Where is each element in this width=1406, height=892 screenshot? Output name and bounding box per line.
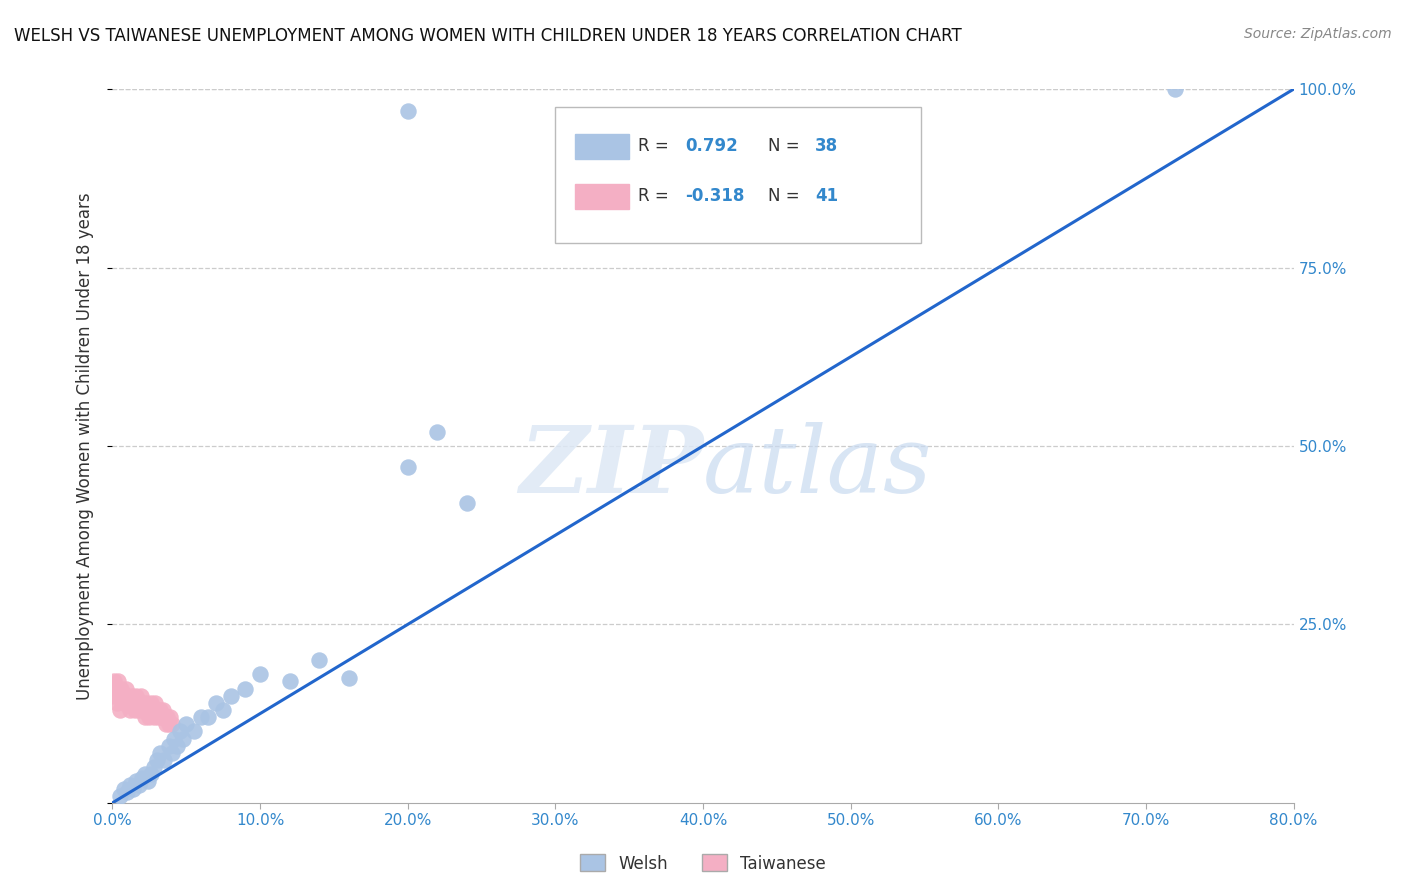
Point [153,753,176,767]
Point [134,767,156,781]
Point [166,739,188,753]
Point [117,785,138,799]
Point [183,724,205,739]
Text: 38: 38 [815,137,838,155]
FancyBboxPatch shape [575,184,630,209]
Point [157,717,180,731]
Text: ZIP: ZIP [519,423,703,512]
Point [125,774,148,789]
Text: Source: ZipAtlas.com: Source: ZipAtlas.com [1244,27,1392,41]
Point [174,717,197,731]
Point [143,696,166,710]
Point [396,460,419,475]
Point [112,781,135,796]
Point [134,710,156,724]
Point [172,731,194,746]
Point [108,789,131,803]
Point [141,703,163,717]
Point [142,710,165,724]
Point [163,731,186,746]
Point [148,710,170,724]
Point [249,667,271,681]
Point [155,717,177,731]
Point [111,689,134,703]
Point [233,681,256,696]
Point [146,703,169,717]
Point [107,674,129,689]
Point [1164,82,1187,96]
FancyBboxPatch shape [575,134,630,159]
Point [153,710,176,724]
Point [117,689,138,703]
Point [149,703,172,717]
Point [139,767,162,781]
Point [138,710,160,724]
Point [156,710,179,724]
Point [105,696,128,710]
Point [205,696,228,710]
Point [136,774,159,789]
Point [135,696,157,710]
Legend: Welsh, Taiwanese: Welsh, Taiwanese [574,847,832,880]
Point [122,781,145,796]
Point [118,696,141,710]
Point [396,103,419,118]
Point [114,681,136,696]
Point [337,671,360,685]
Point [157,739,180,753]
Point [129,689,152,703]
Text: R =: R = [638,137,673,155]
Text: N =: N = [768,187,804,205]
Text: N =: N = [768,137,804,155]
Point [120,703,142,717]
FancyBboxPatch shape [555,107,921,243]
Text: WELSH VS TAIWANESE UNEMPLOYMENT AMONG WOMEN WITH CHILDREN UNDER 18 YEARS CORRELA: WELSH VS TAIWANESE UNEMPLOYMENT AMONG WO… [14,27,962,45]
Point [142,760,165,774]
Point [190,710,212,724]
Point [128,703,150,717]
Point [120,778,142,792]
Point [112,696,135,710]
Point [212,703,235,717]
Text: 0.792: 0.792 [685,137,738,155]
Y-axis label: Unemployment Among Women with Children Under 18 years: Unemployment Among Women with Children U… [76,192,94,700]
Point [131,696,153,710]
Point [456,496,478,510]
Point [103,674,125,689]
Point [152,703,174,717]
Point [103,689,125,703]
Text: 41: 41 [815,187,838,205]
Point [426,425,449,439]
Point [160,717,183,731]
Point [149,746,172,760]
Point [160,746,183,760]
Point [121,689,143,703]
Text: atlas: atlas [703,423,932,512]
Point [131,771,153,785]
Point [104,681,127,696]
Point [308,653,330,667]
Point [122,696,145,710]
Point [132,703,155,717]
Point [146,753,169,767]
Text: -0.318: -0.318 [685,187,745,205]
Point [169,724,191,739]
Point [219,689,242,703]
Point [136,703,159,717]
Point [124,703,146,717]
Point [108,703,131,717]
Point [128,778,150,792]
Text: R =: R = [638,187,673,205]
Point [110,681,132,696]
Point [125,689,148,703]
Point [159,710,181,724]
Point [278,674,301,689]
Point [127,696,149,710]
Point [197,710,219,724]
Point [139,696,162,710]
Point [150,710,173,724]
